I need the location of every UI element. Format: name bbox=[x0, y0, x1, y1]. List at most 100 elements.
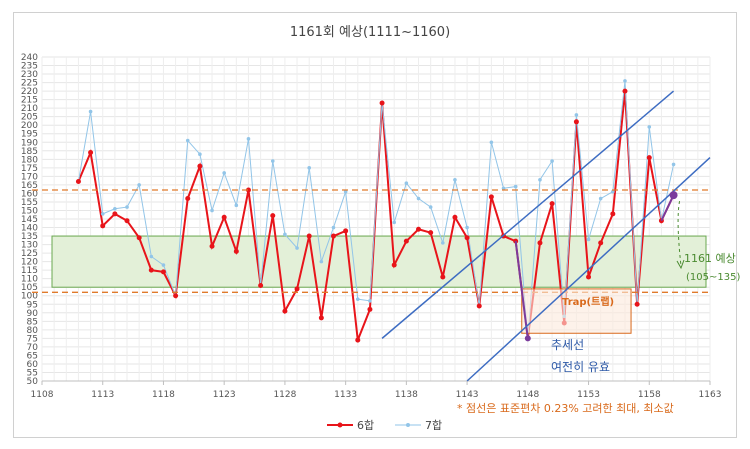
point-7hap bbox=[198, 152, 202, 156]
highlight-segment bbox=[514, 241, 529, 339]
y-tick-label: 115 bbox=[21, 266, 38, 276]
point-7hap bbox=[149, 254, 154, 259]
point-7hap bbox=[513, 184, 518, 189]
prediction-arrow bbox=[677, 201, 682, 267]
y-tick-label: 235 bbox=[21, 62, 38, 72]
y-tick-label: 130 bbox=[21, 241, 38, 251]
point-7hap bbox=[355, 297, 360, 301]
overlays bbox=[32, 90, 712, 382]
point-7hap bbox=[441, 241, 445, 245]
point-6hap bbox=[294, 286, 300, 292]
y-tick-label: 140 bbox=[21, 224, 38, 234]
point-7hap bbox=[598, 196, 603, 201]
point-6hap bbox=[185, 196, 191, 202]
point-7hap bbox=[222, 171, 226, 175]
y-tick-label: 50 bbox=[27, 377, 39, 387]
point-7hap bbox=[210, 208, 214, 213]
point-7hap bbox=[319, 259, 324, 264]
x-tick-label: 1128 bbox=[273, 390, 296, 400]
point-7hap bbox=[331, 225, 336, 230]
point-6hap bbox=[197, 163, 203, 169]
y-tick-label: 240 bbox=[21, 53, 38, 63]
trap-box bbox=[521, 288, 632, 334]
y-tick-label: 225 bbox=[21, 79, 38, 89]
point-6hap bbox=[452, 214, 458, 220]
y-tick-label: 120 bbox=[21, 258, 38, 268]
point-7hap bbox=[161, 263, 166, 267]
y-tick-label: 155 bbox=[21, 198, 38, 208]
y-tick-label: 190 bbox=[21, 138, 38, 148]
point-7hap bbox=[270, 159, 275, 163]
x-tick-label: 1123 bbox=[213, 390, 236, 400]
point-6hap bbox=[379, 100, 385, 106]
y-tick-label: 160 bbox=[21, 189, 38, 199]
point-7hap bbox=[137, 183, 141, 187]
x-tick-label: 1158 bbox=[638, 390, 661, 400]
y-tick-label: 70 bbox=[27, 343, 39, 353]
point-6hap bbox=[586, 274, 592, 280]
point-7hap bbox=[113, 206, 117, 211]
prediction-connector bbox=[660, 194, 675, 222]
trend-label-2: 여전히 유효 bbox=[551, 360, 610, 374]
y-tick-label: 85 bbox=[27, 317, 38, 327]
y-tick-label: 195 bbox=[21, 130, 38, 140]
point-6hap bbox=[343, 228, 349, 234]
point-6hap bbox=[476, 303, 482, 309]
legend-marker-7hap bbox=[406, 423, 410, 427]
trend-label-1: 추세선 bbox=[551, 338, 584, 352]
chart-title: 1161회 예상(1111~1160) bbox=[290, 25, 450, 40]
point-7hap bbox=[404, 181, 409, 185]
point-6hap bbox=[282, 308, 288, 314]
point-7hap bbox=[125, 205, 129, 209]
band-range-label: (105~135) bbox=[686, 272, 740, 283]
point-6hap bbox=[403, 238, 409, 244]
x-tick-label: 1138 bbox=[395, 390, 418, 400]
point-7hap bbox=[343, 189, 348, 194]
point-6hap bbox=[245, 187, 251, 193]
point-6hap bbox=[634, 301, 640, 307]
band-label: 1161 예상 bbox=[684, 252, 736, 265]
y-tick-label: 90 bbox=[27, 309, 39, 319]
y-tick-label: 165 bbox=[21, 181, 38, 191]
legend-label-6hap: 6합 bbox=[357, 419, 374, 432]
point-6hap bbox=[367, 306, 373, 312]
point-6hap bbox=[598, 240, 604, 246]
y-tick-label: 125 bbox=[21, 249, 38, 259]
point-6hap bbox=[221, 214, 227, 220]
point-6hap bbox=[136, 235, 142, 241]
trap-label: Trap(트랩) bbox=[562, 296, 614, 308]
x-tick-label: 1143 bbox=[456, 390, 479, 400]
x-tick-label: 1153 bbox=[577, 390, 600, 400]
point-6hap bbox=[428, 230, 434, 236]
point-6hap bbox=[88, 149, 94, 155]
point-7hap bbox=[574, 113, 579, 117]
point-7hap bbox=[428, 205, 433, 209]
legend: 6합 7합 bbox=[327, 419, 442, 432]
footnote: * 점선은 표준편차 0.23% 고려한 최대, 최소값 bbox=[457, 402, 674, 415]
y-tick-label: 80 bbox=[27, 326, 39, 336]
trendline-1 bbox=[381, 90, 675, 339]
point-7hap bbox=[392, 220, 397, 225]
point-7hap bbox=[465, 225, 469, 230]
x-tick-label: 1133 bbox=[334, 390, 357, 400]
point-7hap bbox=[295, 246, 299, 250]
y-tick-label: 175 bbox=[21, 164, 38, 174]
y-tick-label: 170 bbox=[21, 172, 38, 182]
x-tick-label: 1108 bbox=[31, 390, 54, 400]
point-6hap bbox=[464, 235, 470, 241]
legend-marker-6hap bbox=[337, 422, 343, 428]
prediction-band-rect bbox=[51, 235, 707, 288]
point-7hap bbox=[453, 177, 457, 182]
point-7hap bbox=[501, 186, 506, 191]
point-7hap bbox=[246, 137, 251, 141]
point-6hap bbox=[537, 240, 543, 246]
point-6hap bbox=[124, 218, 130, 224]
y-tick-label: 230 bbox=[21, 70, 38, 80]
y-tick-label: 205 bbox=[21, 113, 38, 123]
point-7hap bbox=[538, 177, 542, 182]
point-6hap bbox=[355, 337, 361, 343]
point-6hap bbox=[100, 223, 106, 229]
point-7hap bbox=[671, 162, 676, 167]
highlight-point bbox=[524, 335, 531, 342]
point-6hap bbox=[549, 201, 555, 207]
